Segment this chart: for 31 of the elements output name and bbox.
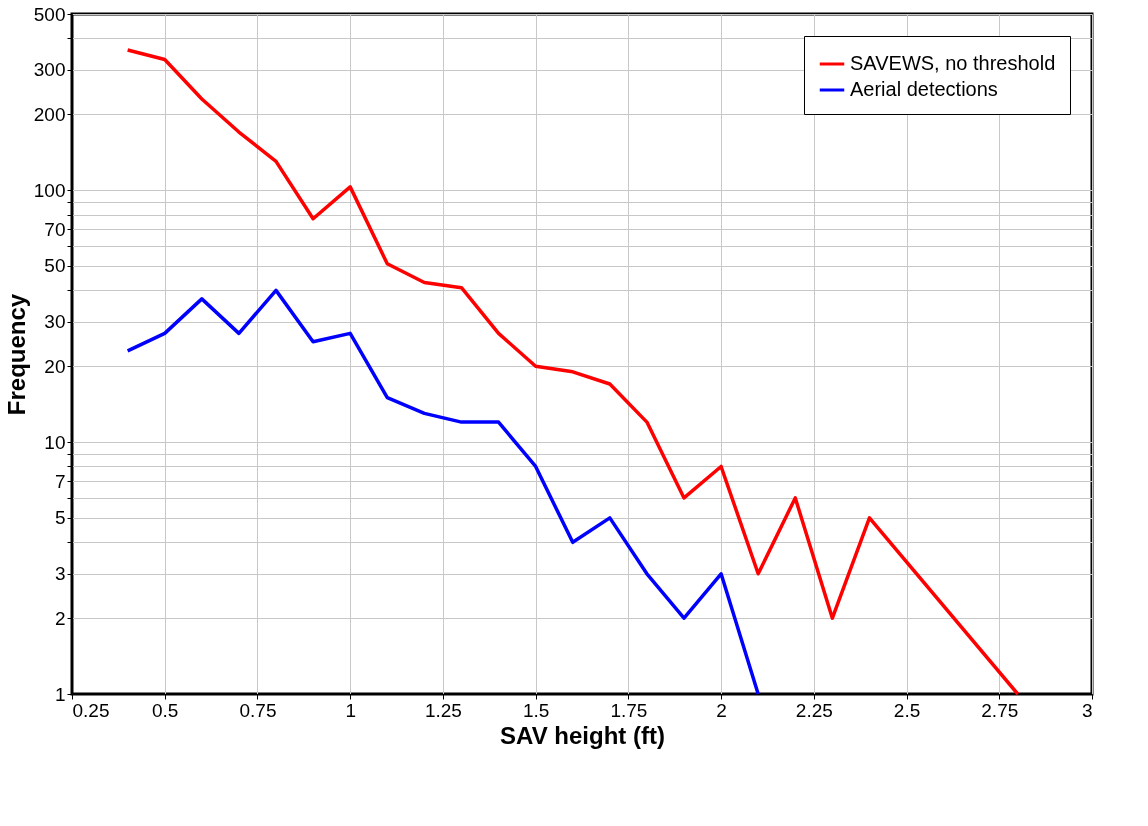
x-tick-label: 1.75 [610,699,648,721]
line-series [125,288,760,696]
x-tick-label: 2.75 [981,699,1019,721]
y-tick-label: 10 [44,431,66,453]
y-tick-label: 50 [44,255,66,277]
y-tick-label: 100 [33,179,66,201]
y-tick-label: 3 [54,563,66,585]
x-tick-label: 1.5 [522,699,550,721]
y-tick-label: 5 [54,507,66,529]
x-tick-label: 2.5 [893,699,921,721]
y-tick-label: 200 [33,103,66,125]
x-axis-title: SAV height (ft) [500,721,665,749]
legend-label: Aerial detections [850,78,998,100]
x-tick-label: 1.25 [424,699,462,721]
x-tick-label: 0.75 [239,699,277,721]
x-tick-label: 2 [716,699,727,721]
y-tick-label: 70 [44,218,66,240]
x-tick-label: 0.25 [72,699,110,721]
x-tick-label: 3 [1081,699,1093,721]
legend-label: SAVEWS, no threshold [850,52,1056,74]
x-tick-label: 1 [345,699,356,721]
y-axis-title: Frequency [2,293,30,416]
y-tick-label: 500 [33,3,66,25]
x-tick-label: 0.5 [152,699,179,721]
y-tick-label: 7 [54,470,66,492]
y-tick-label: 300 [33,59,66,81]
y-tick-label: 30 [44,311,66,333]
y-tick-label: 2 [54,607,66,629]
y-tick-label: 1 [54,683,66,705]
x-tick-label: 2.25 [795,699,833,721]
y-tick-label: 20 [44,355,66,377]
